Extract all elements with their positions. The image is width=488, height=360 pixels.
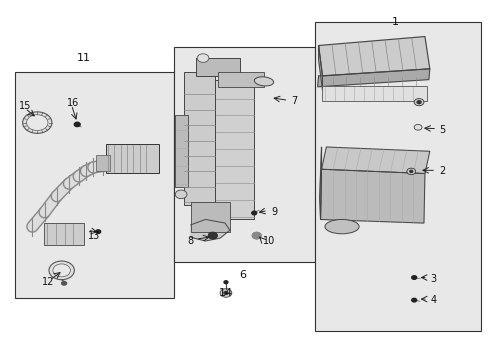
- Circle shape: [96, 230, 101, 233]
- Bar: [173, 47, 315, 262]
- Circle shape: [197, 54, 208, 62]
- Polygon shape: [318, 45, 322, 90]
- Polygon shape: [317, 69, 429, 87]
- Circle shape: [413, 125, 421, 130]
- Bar: [195, 58, 239, 76]
- Text: 2: 2: [439, 166, 445, 176]
- Circle shape: [406, 168, 415, 175]
- Text: 5: 5: [439, 125, 445, 135]
- Circle shape: [22, 112, 52, 134]
- Polygon shape: [320, 169, 424, 223]
- Circle shape: [74, 122, 80, 127]
- Circle shape: [220, 289, 231, 297]
- Text: 11: 11: [77, 53, 90, 63]
- Ellipse shape: [254, 77, 273, 86]
- Bar: [175, 116, 188, 187]
- Text: 12: 12: [42, 277, 54, 287]
- Circle shape: [49, 261, 74, 280]
- Circle shape: [224, 281, 227, 284]
- Polygon shape: [319, 147, 321, 220]
- Bar: [315, 22, 480, 330]
- Circle shape: [411, 298, 416, 302]
- Text: 7: 7: [291, 96, 297, 106]
- Text: 13: 13: [87, 231, 100, 240]
- Text: 15: 15: [19, 102, 32, 112]
- Circle shape: [251, 211, 256, 215]
- Text: 6: 6: [239, 270, 246, 280]
- Bar: [96, 155, 110, 171]
- Ellipse shape: [325, 220, 358, 234]
- Text: 1: 1: [391, 17, 398, 27]
- Bar: [215, 80, 254, 220]
- Circle shape: [252, 232, 261, 239]
- Circle shape: [416, 101, 420, 104]
- Text: 8: 8: [186, 236, 193, 246]
- Circle shape: [61, 282, 66, 285]
- Text: 9: 9: [271, 207, 277, 217]
- Circle shape: [53, 264, 70, 277]
- Text: 3: 3: [430, 274, 436, 284]
- Bar: [15, 72, 173, 298]
- Bar: [183, 72, 215, 205]
- Bar: [105, 144, 159, 173]
- Circle shape: [208, 232, 217, 239]
- Bar: [190, 202, 229, 232]
- Text: 16: 16: [66, 98, 79, 108]
- Text: 10: 10: [263, 236, 275, 246]
- Polygon shape: [190, 220, 229, 241]
- Bar: [321, 86, 427, 101]
- Circle shape: [252, 232, 261, 239]
- Bar: [217, 72, 264, 87]
- Circle shape: [175, 190, 186, 199]
- Circle shape: [413, 99, 423, 106]
- Circle shape: [208, 232, 217, 239]
- Bar: [43, 223, 83, 244]
- Text: 14: 14: [219, 288, 233, 298]
- Circle shape: [409, 170, 412, 172]
- Polygon shape: [321, 147, 429, 174]
- Circle shape: [411, 276, 416, 279]
- Text: 4: 4: [430, 295, 436, 305]
- Polygon shape: [318, 37, 429, 76]
- Circle shape: [224, 292, 227, 294]
- Circle shape: [26, 115, 48, 131]
